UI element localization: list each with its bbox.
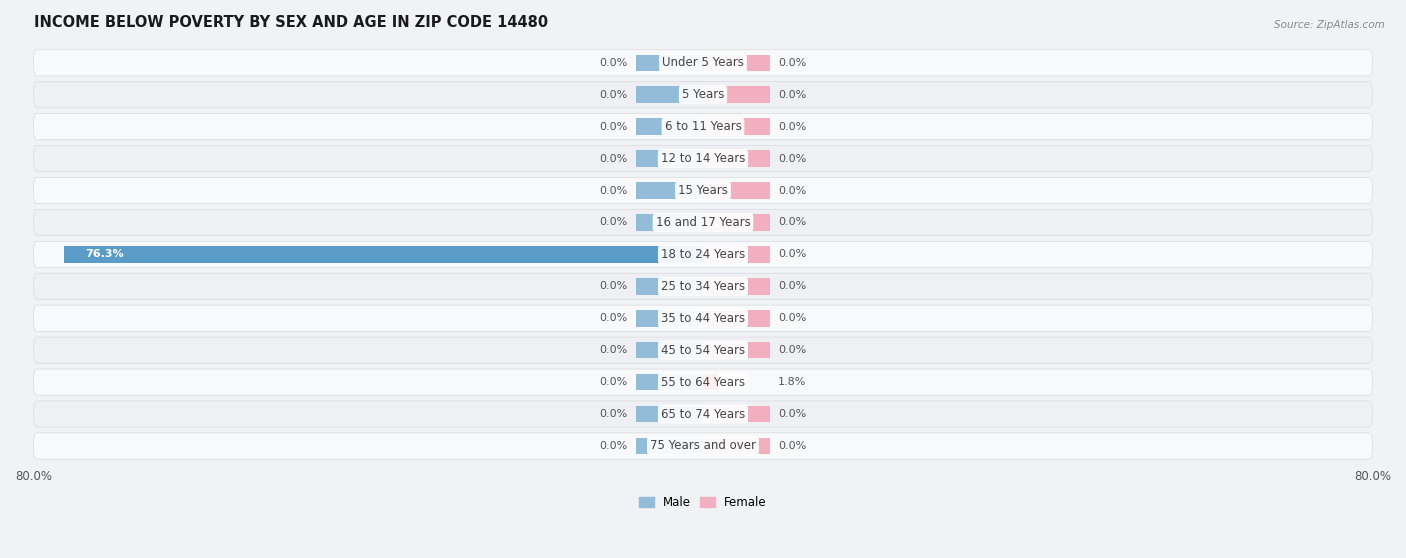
Text: 0.0%: 0.0% xyxy=(779,281,807,291)
Text: 15 Years: 15 Years xyxy=(678,184,728,197)
Text: 0.0%: 0.0% xyxy=(779,313,807,323)
Bar xyxy=(636,278,703,295)
Text: 65 to 74 Years: 65 to 74 Years xyxy=(661,407,745,421)
Text: 0.0%: 0.0% xyxy=(599,58,627,68)
FancyBboxPatch shape xyxy=(34,177,1372,204)
Text: 0.0%: 0.0% xyxy=(599,313,627,323)
Bar xyxy=(636,182,703,199)
FancyBboxPatch shape xyxy=(34,241,1372,267)
Text: 5 Years: 5 Years xyxy=(682,88,724,101)
FancyBboxPatch shape xyxy=(34,401,1372,427)
FancyBboxPatch shape xyxy=(34,273,1372,300)
Text: 0.0%: 0.0% xyxy=(599,90,627,100)
Text: INCOME BELOW POVERTY BY SEX AND AGE IN ZIP CODE 14480: INCOME BELOW POVERTY BY SEX AND AGE IN Z… xyxy=(34,15,547,30)
Text: Under 5 Years: Under 5 Years xyxy=(662,56,744,69)
Text: 0.0%: 0.0% xyxy=(599,122,627,132)
Text: 0.0%: 0.0% xyxy=(599,218,627,228)
FancyBboxPatch shape xyxy=(34,114,1372,140)
Text: 0.0%: 0.0% xyxy=(599,441,627,451)
FancyBboxPatch shape xyxy=(34,146,1372,172)
FancyBboxPatch shape xyxy=(34,81,1372,108)
Bar xyxy=(636,437,703,454)
Bar xyxy=(636,150,703,167)
Bar xyxy=(636,214,703,231)
FancyBboxPatch shape xyxy=(34,305,1372,331)
Text: 18 to 24 Years: 18 to 24 Years xyxy=(661,248,745,261)
Bar xyxy=(703,86,770,103)
Bar xyxy=(703,246,770,263)
Text: 75 Years and over: 75 Years and over xyxy=(650,440,756,453)
FancyBboxPatch shape xyxy=(34,337,1372,363)
Text: 0.0%: 0.0% xyxy=(599,153,627,163)
Text: 76.3%: 76.3% xyxy=(86,249,124,259)
Bar xyxy=(703,118,770,135)
Bar xyxy=(703,55,770,71)
Text: 16 and 17 Years: 16 and 17 Years xyxy=(655,216,751,229)
Bar xyxy=(703,437,770,454)
Text: 0.0%: 0.0% xyxy=(599,377,627,387)
FancyBboxPatch shape xyxy=(34,433,1372,459)
Bar xyxy=(636,118,703,135)
Text: 0.0%: 0.0% xyxy=(779,122,807,132)
Text: 55 to 64 Years: 55 to 64 Years xyxy=(661,376,745,388)
Bar xyxy=(703,182,770,199)
Legend: Male, Female: Male, Female xyxy=(634,492,772,514)
Text: 35 to 44 Years: 35 to 44 Years xyxy=(661,312,745,325)
Bar xyxy=(703,310,770,326)
Text: 0.0%: 0.0% xyxy=(779,409,807,419)
Bar xyxy=(703,406,770,422)
FancyBboxPatch shape xyxy=(34,369,1372,395)
Text: 45 to 54 Years: 45 to 54 Years xyxy=(661,344,745,357)
Text: 25 to 34 Years: 25 to 34 Years xyxy=(661,280,745,293)
Bar xyxy=(636,406,703,422)
Text: 0.0%: 0.0% xyxy=(779,153,807,163)
Text: 0.0%: 0.0% xyxy=(779,441,807,451)
Text: 0.0%: 0.0% xyxy=(599,281,627,291)
Bar xyxy=(636,86,703,103)
Text: 0.0%: 0.0% xyxy=(599,409,627,419)
Bar xyxy=(703,342,770,358)
Text: 0.0%: 0.0% xyxy=(779,90,807,100)
Bar xyxy=(636,55,703,71)
Text: 6 to 11 Years: 6 to 11 Years xyxy=(665,120,741,133)
Text: 1.8%: 1.8% xyxy=(779,377,807,387)
Text: 0.0%: 0.0% xyxy=(599,186,627,195)
Text: 0.0%: 0.0% xyxy=(779,58,807,68)
Bar xyxy=(636,310,703,326)
Text: 12 to 14 Years: 12 to 14 Years xyxy=(661,152,745,165)
Text: 0.0%: 0.0% xyxy=(779,249,807,259)
Bar xyxy=(703,150,770,167)
Bar xyxy=(65,246,703,263)
Bar xyxy=(703,278,770,295)
Text: 0.0%: 0.0% xyxy=(779,345,807,355)
Bar xyxy=(636,342,703,358)
FancyBboxPatch shape xyxy=(34,209,1372,235)
Bar xyxy=(636,374,703,391)
Text: 0.0%: 0.0% xyxy=(779,186,807,195)
Text: 0.0%: 0.0% xyxy=(599,345,627,355)
Text: Source: ZipAtlas.com: Source: ZipAtlas.com xyxy=(1274,20,1385,30)
FancyBboxPatch shape xyxy=(34,50,1372,76)
Text: 0.0%: 0.0% xyxy=(779,218,807,228)
Bar xyxy=(703,214,770,231)
Bar xyxy=(703,374,718,391)
